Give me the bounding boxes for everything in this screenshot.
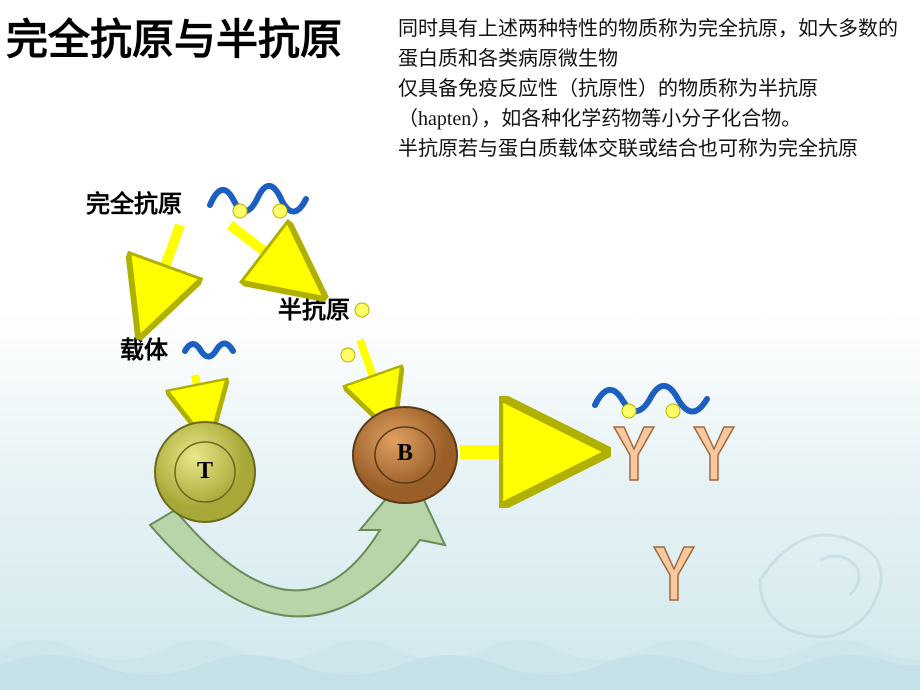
- full-antigen-icon: [210, 186, 306, 218]
- page-title: 完全抗原与半抗原: [6, 6, 342, 67]
- description-p1: 同时具有上述两种特性的物质称为完全抗原，如大多数的蛋白质和各类病原微生物: [398, 14, 898, 74]
- carrier-icon: [185, 343, 233, 356]
- description-block: 同时具有上述两种特性的物质称为完全抗原，如大多数的蛋白质和各类病原微生物 仅具备…: [398, 14, 898, 164]
- label-carrier: 载体: [120, 330, 168, 365]
- flow-arrows: [152, 225, 555, 452]
- t-cell-label: T: [197, 458, 213, 485]
- arrow-2: [230, 225, 295, 275]
- big-curved-arrow: [150, 470, 445, 616]
- antibody-icon: [694, 427, 734, 480]
- arrow-3: [195, 375, 203, 415]
- antibody-icon: [654, 547, 694, 600]
- description-p3: 半抗原若与蛋白质载体交联或结合也可称为完全抗原: [398, 134, 898, 164]
- label-hapten: 半抗原: [278, 290, 350, 325]
- arrow-1: [152, 225, 180, 302]
- antibody-cluster-icon: [595, 386, 734, 600]
- wave-decoration: [0, 640, 920, 690]
- b-cell-label: B: [397, 440, 413, 467]
- dragon-decoration: [760, 535, 881, 637]
- antibody-icon: [614, 427, 654, 480]
- label-full-antigen: 完全抗原: [86, 184, 182, 219]
- description-p2: 仅具备免疫反应性（抗原性）的物质称为半抗原（hapten），如各种化学药物等小分…: [398, 74, 898, 134]
- arrow-4: [360, 340, 383, 405]
